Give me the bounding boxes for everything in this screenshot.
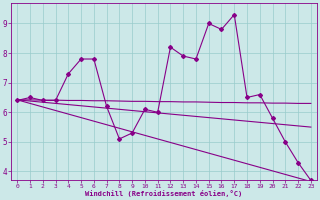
- X-axis label: Windchill (Refroidissement éolien,°C): Windchill (Refroidissement éolien,°C): [85, 190, 243, 197]
